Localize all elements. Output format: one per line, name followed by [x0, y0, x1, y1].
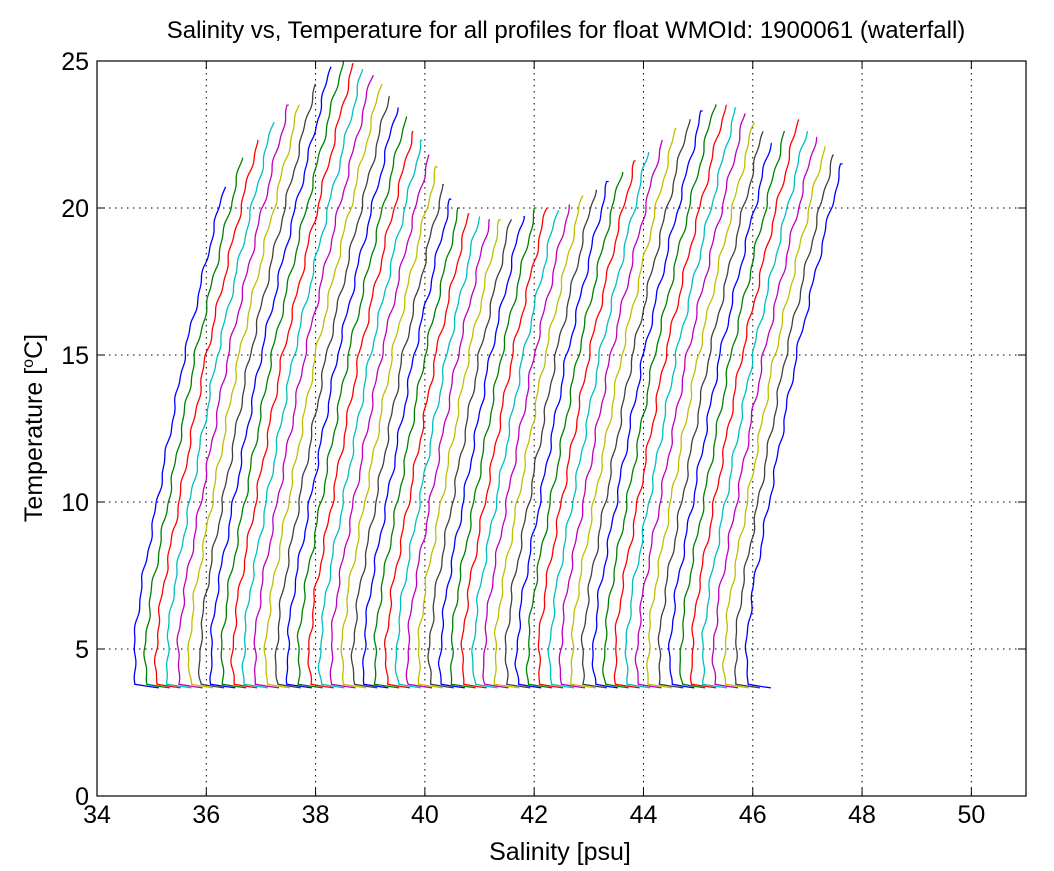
profile-lines: [133, 60, 843, 689]
profile-line: [143, 157, 244, 689]
profile-line: [613, 104, 727, 689]
profile-line: [547, 151, 650, 689]
profile-line: [537, 160, 636, 689]
axes-frame: [96, 60, 1027, 797]
profile-line: [176, 104, 289, 689]
profile-line: [373, 207, 460, 689]
profile-line: [450, 207, 537, 689]
y-tick-labels: 0 5 10 15 20 25: [61, 48, 89, 811]
profile-line: [482, 204, 571, 689]
x-tick-label: 50: [957, 801, 985, 829]
profile-line: [514, 180, 609, 689]
profile-line: [493, 195, 584, 689]
profile-line: [602, 104, 717, 689]
chart-title: Salinity vs, Temperature for all profile…: [167, 17, 966, 44]
profile-line: [285, 107, 399, 689]
profile-line: [153, 139, 259, 689]
x-tick-label: 36: [192, 801, 220, 829]
profile-line: [165, 122, 275, 689]
profile-line: [657, 130, 764, 689]
profile-line: [209, 66, 332, 689]
profile-line: [504, 189, 598, 689]
x-tick-labels: 34 36 38 40 42 44 46 48 50: [83, 801, 985, 829]
profile-line: [317, 139, 423, 689]
x-tick-label: 44: [630, 801, 658, 829]
profile-line: [329, 154, 430, 689]
profile-line: [744, 163, 843, 689]
profile-line: [734, 154, 834, 689]
profile-line: [722, 146, 826, 689]
x-axis-label: Salinity [psu]: [489, 838, 631, 866]
profile-line: [394, 216, 481, 689]
y-tick-label: 0: [75, 783, 89, 811]
x-tick-label: 48: [848, 801, 876, 829]
profile-line: [679, 130, 785, 689]
y-tick-label: 25: [61, 48, 89, 76]
x-tick-label: 40: [411, 801, 439, 829]
profile-line: [296, 116, 408, 689]
y-axis-label: Temperature [oC]: [20, 334, 48, 522]
profile-line: [197, 83, 316, 689]
profile-line: [525, 172, 624, 689]
profile-line: [350, 183, 444, 689]
profile-line: [362, 198, 452, 689]
y-axis-label-main: Temperature [: [20, 368, 48, 522]
profile-line: [187, 104, 300, 689]
profile-line: [558, 139, 663, 689]
y-axis-label-end: C]: [20, 334, 48, 359]
profile-line: [427, 219, 512, 689]
profile-line: [580, 119, 691, 689]
plot-area: [97, 61, 1026, 796]
profile-line: [307, 130, 414, 689]
profile-line: [460, 207, 548, 689]
y-tick-label: 5: [75, 636, 89, 664]
y-tick-label: 20: [61, 195, 89, 223]
profile-line: [591, 110, 703, 689]
profile-line: [383, 213, 470, 689]
y-axis-label-superscript: o: [20, 359, 37, 368]
grid: [97, 61, 1026, 796]
profile-line: [274, 95, 390, 689]
x-tick-label: 34: [83, 801, 111, 829]
profile-line: [471, 210, 560, 689]
profile-line: [340, 166, 438, 689]
profile-line: [253, 75, 374, 689]
x-tick-label: 42: [520, 801, 548, 829]
profile-line: [405, 219, 490, 689]
y-tick-label: 15: [61, 342, 89, 370]
profile-line: [437, 216, 526, 689]
profile-line: [230, 63, 354, 689]
y-tick-label: 10: [61, 489, 89, 517]
x-tick-label: 38: [302, 801, 330, 829]
profile-line: [634, 113, 746, 689]
profile-line: [241, 69, 364, 689]
profile-line: [624, 107, 737, 689]
tick-marks: [96, 60, 1026, 797]
profile-line: [263, 83, 383, 689]
profile-line: [701, 130, 808, 689]
profile-line: [220, 60, 345, 689]
profile-line: [667, 142, 772, 689]
profile-line: [133, 186, 227, 689]
profile-line: [646, 122, 755, 689]
profile-line: [689, 119, 800, 689]
profile-line: [417, 219, 501, 689]
profile-line: [570, 127, 677, 689]
profile-line: [711, 136, 818, 689]
x-tick-label: 46: [739, 801, 767, 829]
